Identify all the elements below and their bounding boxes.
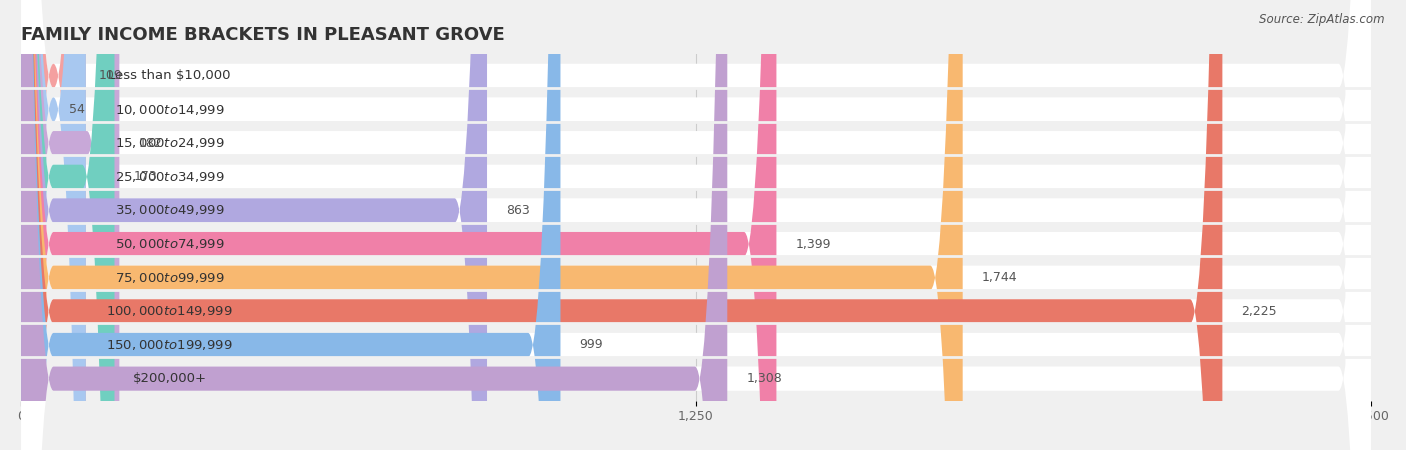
- FancyBboxPatch shape: [21, 0, 1371, 450]
- Text: 1,308: 1,308: [747, 372, 782, 385]
- FancyBboxPatch shape: [21, 0, 114, 450]
- FancyBboxPatch shape: [21, 0, 1371, 450]
- Text: 173: 173: [134, 170, 157, 183]
- Text: $10,000 to $14,999: $10,000 to $14,999: [115, 103, 225, 117]
- Text: $200,000+: $200,000+: [132, 372, 207, 385]
- FancyBboxPatch shape: [21, 0, 1371, 450]
- Text: 2,225: 2,225: [1241, 305, 1277, 318]
- FancyBboxPatch shape: [21, 0, 727, 450]
- FancyBboxPatch shape: [21, 0, 1371, 450]
- FancyBboxPatch shape: [21, 0, 561, 450]
- Text: $100,000 to $149,999: $100,000 to $149,999: [107, 304, 233, 318]
- Text: 1,744: 1,744: [981, 271, 1017, 284]
- Text: $35,000 to $49,999: $35,000 to $49,999: [115, 203, 225, 217]
- FancyBboxPatch shape: [21, 0, 86, 450]
- Text: $15,000 to $24,999: $15,000 to $24,999: [115, 136, 225, 150]
- Text: FAMILY INCOME BRACKETS IN PLEASANT GROVE: FAMILY INCOME BRACKETS IN PLEASANT GROVE: [21, 26, 505, 44]
- FancyBboxPatch shape: [21, 0, 1371, 450]
- FancyBboxPatch shape: [21, 0, 1371, 450]
- FancyBboxPatch shape: [21, 0, 86, 450]
- FancyBboxPatch shape: [21, 0, 1371, 450]
- Text: Source: ZipAtlas.com: Source: ZipAtlas.com: [1260, 14, 1385, 27]
- Text: 109: 109: [98, 69, 122, 82]
- Text: $150,000 to $199,999: $150,000 to $199,999: [107, 338, 233, 352]
- Text: 54: 54: [69, 103, 84, 116]
- FancyBboxPatch shape: [21, 0, 963, 450]
- FancyBboxPatch shape: [21, 0, 1371, 450]
- Text: $75,000 to $99,999: $75,000 to $99,999: [115, 271, 225, 285]
- FancyBboxPatch shape: [21, 0, 776, 450]
- FancyBboxPatch shape: [21, 0, 120, 450]
- Text: 999: 999: [579, 338, 603, 351]
- FancyBboxPatch shape: [21, 0, 486, 450]
- FancyBboxPatch shape: [21, 0, 1222, 450]
- Text: $50,000 to $74,999: $50,000 to $74,999: [115, 237, 225, 251]
- Text: 863: 863: [506, 204, 530, 217]
- FancyBboxPatch shape: [21, 0, 1371, 450]
- FancyBboxPatch shape: [21, 0, 1371, 450]
- Text: 1,399: 1,399: [796, 238, 831, 251]
- Text: Less than $10,000: Less than $10,000: [108, 69, 231, 82]
- Text: $25,000 to $34,999: $25,000 to $34,999: [115, 170, 225, 184]
- Text: 182: 182: [138, 137, 162, 150]
